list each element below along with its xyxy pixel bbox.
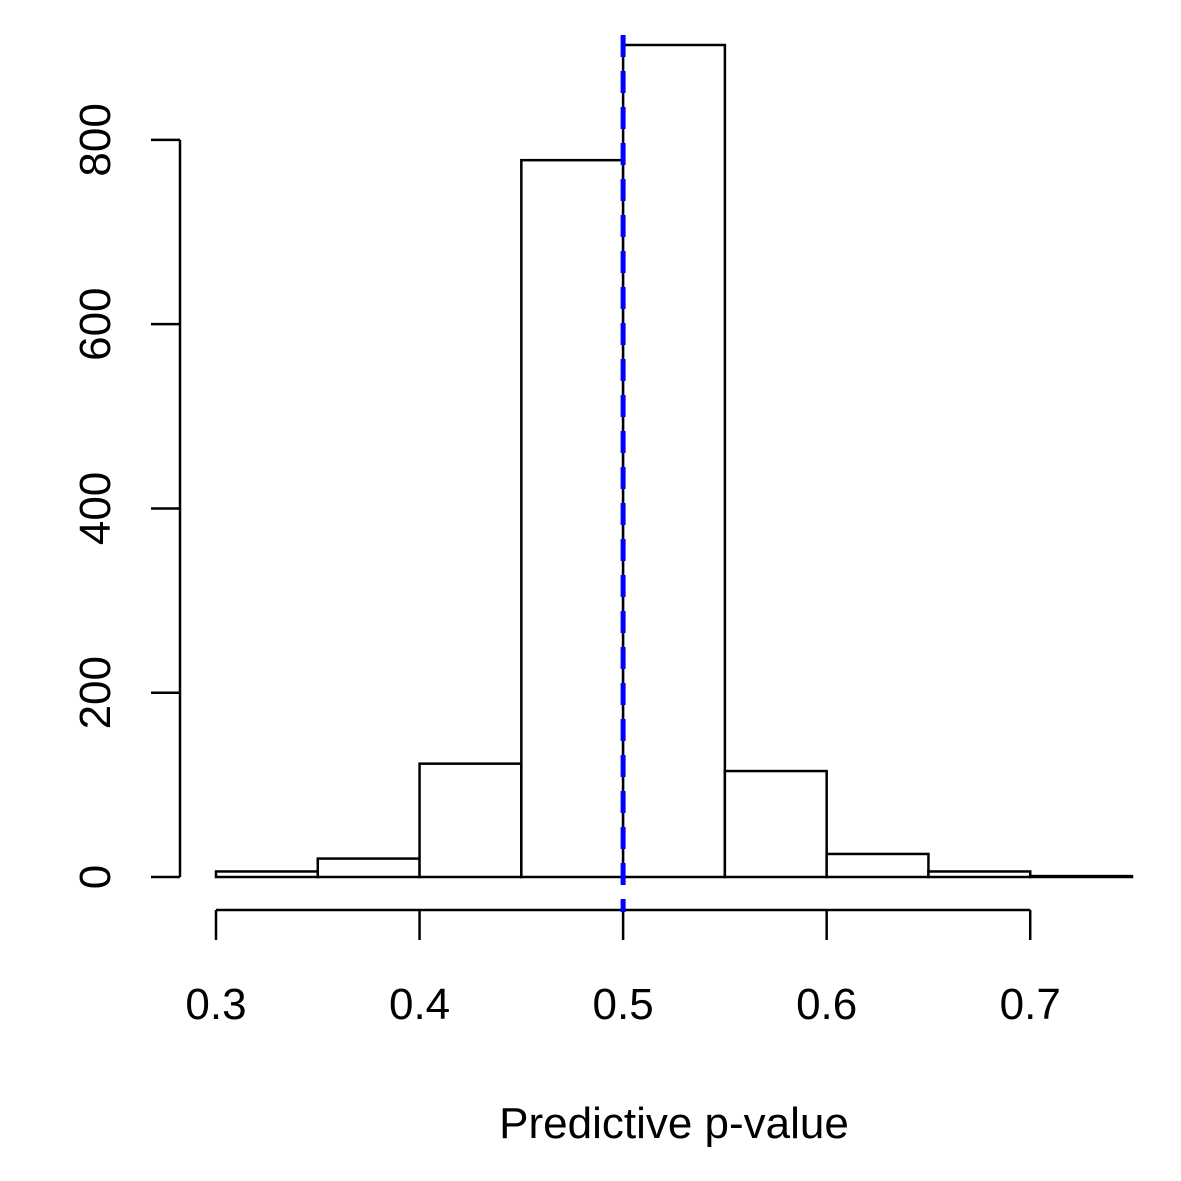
histogram-bar-7 (927, 870, 1032, 879)
x-axis-title: Predictive p-value (499, 1099, 849, 1148)
x-tick-label-3: 0.6 (796, 980, 857, 1029)
histogram-bar-5 (723, 769, 828, 879)
histogram-bar-3 (520, 158, 625, 879)
y-tick-label-1: 200 (71, 656, 120, 729)
x-tick-label-4: 0.7 (1000, 980, 1061, 1029)
x-tick-label-2: 0.5 (593, 980, 654, 1029)
y-tick-label-4: 800 (71, 103, 120, 176)
x-tick-label-1: 0.4 (389, 980, 450, 1029)
x-axis: 0.3 0.4 0.5 0.6 0.7 (185, 908, 1061, 1029)
y-tick-label-0: 0 (71, 865, 120, 889)
x-tick-label-0: 0.3 (185, 980, 246, 1029)
histogram-bar-0 (214, 870, 320, 879)
y-axis: 0 200 400 600 800 (71, 103, 182, 889)
histogram-bar-6 (825, 852, 930, 879)
histogram-bars (214, 43, 1134, 879)
histogram-bar-8 (1028, 874, 1134, 879)
y-tick-label-3: 600 (71, 287, 120, 360)
histogram-bar-2 (418, 762, 523, 879)
histogram-bar-1 (316, 857, 421, 879)
y-tick-label-2: 400 (71, 472, 120, 545)
histogram-bar-4 (621, 43, 727, 879)
